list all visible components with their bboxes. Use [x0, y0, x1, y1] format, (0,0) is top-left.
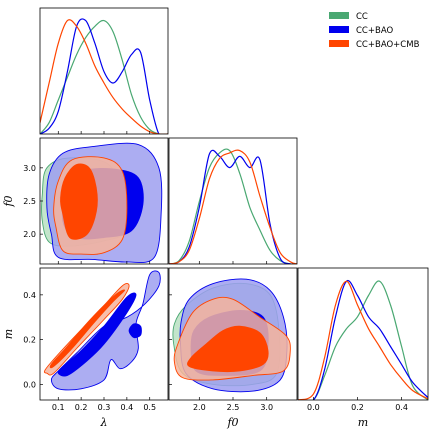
y-tick-label-m: 0.0 [23, 380, 36, 389]
joint-panel-lambda-f0 [41, 142, 163, 263]
y-tick-label-f0: 2.0 [23, 230, 36, 239]
marginal-panel-m [298, 279, 428, 400]
panel-frame-2-2 [297, 267, 429, 401]
legend-label-cc: CC [356, 12, 368, 22]
contour-lambda-m-cc-bao-68-2 [128, 323, 142, 339]
marginal-line-f0-cc-bao [169, 149, 297, 264]
contour-lambda-m-cc-bao-cmb-68-4 [49, 289, 126, 369]
marginal-line-lambda-cc-bao-cmb [40, 19, 168, 134]
marginal-line-lambda-cc-bao [40, 18, 168, 134]
marginal-line-m-cc-bao [298, 279, 428, 400]
marginal-panel-lambda [40, 18, 168, 134]
axis-label-f0-y: f0 [2, 195, 15, 207]
marginal-line-f0-cc [169, 148, 297, 264]
legend-label-cc-bao-cmb: CC+BAO+CMB [356, 40, 420, 50]
marginal-panel-f0 [169, 148, 297, 264]
x-tick-label-f0: 2.0 [193, 403, 206, 412]
y-tick-label-m: 0.4 [23, 291, 36, 300]
x-tick-label-lambda: 0.1 [52, 403, 65, 412]
y-tick-label-m: 0.2 [23, 336, 36, 345]
x-tick-label-f0: 2.5 [227, 403, 240, 412]
axis-label-f0-x: f0 [226, 416, 238, 429]
contour-f0-m-cc-bao-cmb-68-4 [187, 325, 269, 373]
legend-swatch-cc [329, 12, 349, 19]
legend-label-cc-bao: CC+BAO [356, 26, 393, 36]
x-tick-label-m: 0.2 [351, 403, 364, 412]
y-tick-label-f0: 3.0 [23, 164, 36, 173]
axis-label-m-x: m [358, 416, 368, 429]
y-tick-label-f0: 2.5 [23, 197, 36, 206]
marginal-line-lambda-cc [40, 19, 168, 134]
legend: CC CC+BAO CC+BAO+CMB [329, 12, 420, 50]
x-tick-label-lambda: 0.5 [143, 403, 156, 412]
legend-swatch-cc-bao-cmb [329, 40, 349, 47]
axis-label-lambda: λ [100, 416, 108, 429]
marginal-line-m-cc-bao-cmb [298, 280, 428, 400]
contour-lambda-m-cc-bao-68-1 [57, 292, 137, 377]
joint-panel-lambda-m [43, 270, 161, 391]
x-tick-label-lambda: 0.4 [120, 403, 133, 412]
contour-lambda-f0-cc-bao-cmb-68-4 [60, 163, 98, 240]
marginal-line-f0-cc-bao-cmb [169, 149, 297, 264]
axis-label-m-y: m [2, 329, 15, 339]
x-tick-label-lambda: 0.3 [98, 403, 111, 412]
legend-swatch-cc-bao [329, 26, 349, 33]
joint-panel-f0-m [172, 278, 291, 393]
x-tick-label-m: 0.4 [395, 403, 408, 412]
x-tick-label-m: 0.0 [307, 403, 320, 412]
x-tick-label-f0: 3.0 [260, 403, 273, 412]
x-tick-label-lambda: 0.2 [75, 403, 88, 412]
